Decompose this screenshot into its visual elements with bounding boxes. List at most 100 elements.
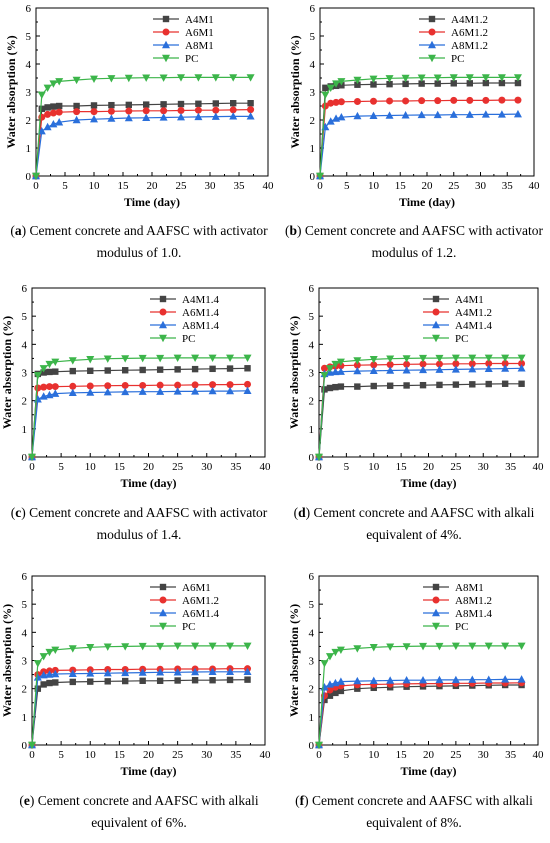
data-point xyxy=(244,365,251,372)
data-point xyxy=(177,113,185,121)
x-tick-label: 20 xyxy=(423,461,435,473)
data-point xyxy=(28,453,36,462)
data-point xyxy=(353,98,361,106)
x-tick-label: 20 xyxy=(422,180,434,192)
series-A4M1.4: A4M1.4 xyxy=(315,320,526,461)
legend-marker xyxy=(159,320,167,329)
legend-marker xyxy=(432,334,440,343)
data-point xyxy=(68,645,77,653)
y-tick-label: 3 xyxy=(309,656,315,668)
series-line xyxy=(318,367,522,458)
data-point xyxy=(194,112,203,121)
data-point xyxy=(230,100,237,107)
data-point xyxy=(124,74,133,83)
x-tick-label: 35 xyxy=(230,749,242,761)
legend-label: A4M1.2 xyxy=(455,307,492,319)
series-line xyxy=(31,367,248,458)
x-tick-label: 30 xyxy=(475,180,487,192)
data-point xyxy=(122,677,129,685)
data-point xyxy=(40,369,47,376)
data-point xyxy=(332,383,339,391)
data-point xyxy=(244,676,251,683)
y-tick-label: 6 xyxy=(309,571,315,583)
data-point xyxy=(452,381,460,388)
data-point xyxy=(32,172,40,181)
y-tick-label: 0 xyxy=(309,740,315,752)
data-point xyxy=(44,104,51,111)
data-point xyxy=(121,381,129,389)
data-point xyxy=(33,660,42,668)
y-tick-label: 1 xyxy=(22,424,28,436)
data-point xyxy=(320,660,329,668)
data-point xyxy=(156,677,164,684)
data-point xyxy=(195,100,202,107)
data-point xyxy=(33,372,42,380)
series-PC: PC xyxy=(316,53,522,181)
data-point xyxy=(435,675,444,684)
legend-label: A6M1.2 xyxy=(451,27,488,39)
y-tick-label: 1 xyxy=(310,143,316,155)
series-line xyxy=(35,76,251,177)
series-line xyxy=(31,679,248,746)
data-point xyxy=(517,675,526,683)
x-tick-label: 20 xyxy=(147,180,159,192)
legend-label: A8M1.2 xyxy=(455,595,492,607)
data-point xyxy=(90,114,98,123)
data-point xyxy=(73,102,80,110)
data-point xyxy=(337,113,346,121)
data-point xyxy=(243,642,252,651)
data-point xyxy=(226,642,235,651)
data-point xyxy=(465,110,474,118)
series-line xyxy=(318,678,522,746)
series-A8M1.4: A8M1.4 xyxy=(28,320,252,461)
data-point xyxy=(40,681,47,688)
data-point xyxy=(369,356,378,364)
data-point xyxy=(485,380,492,388)
series-A8M1: A8M1 xyxy=(315,582,525,749)
data-point xyxy=(466,80,473,87)
data-point xyxy=(419,381,427,389)
data-point xyxy=(336,367,345,375)
x-tick-label: 10 xyxy=(85,749,97,761)
data-point xyxy=(37,127,46,135)
series-line xyxy=(31,390,248,458)
data-point xyxy=(336,677,345,685)
legend-label: PC xyxy=(182,621,195,633)
x-tick-label: 5 xyxy=(344,180,350,192)
data-point xyxy=(55,78,64,86)
data-point xyxy=(484,354,493,363)
caption-c: (c) Cement concrete and AAFSC with activ… xyxy=(10,505,268,542)
data-point xyxy=(518,380,525,387)
data-point xyxy=(353,111,362,120)
data-point xyxy=(402,97,410,105)
x-axis-label: Time (day) xyxy=(400,764,456,778)
data-point xyxy=(191,677,199,684)
series-line xyxy=(319,99,518,177)
data-point xyxy=(514,96,522,104)
legend-label: A6M1.4 xyxy=(182,307,219,319)
data-point xyxy=(69,382,77,390)
x-tick-label: 20 xyxy=(143,749,155,761)
data-point xyxy=(177,106,185,114)
data-point xyxy=(51,389,60,397)
data-point xyxy=(369,75,378,84)
data-point xyxy=(28,741,36,750)
data-point xyxy=(517,364,526,372)
data-point xyxy=(417,110,426,119)
series-A6M1.4: A6M1.4 xyxy=(28,307,252,461)
data-point xyxy=(243,386,252,395)
data-point xyxy=(55,108,63,116)
data-point xyxy=(51,646,60,654)
data-point xyxy=(435,360,443,368)
data-point xyxy=(244,380,252,388)
series-line xyxy=(31,645,248,746)
y-tick-label: 6 xyxy=(310,3,316,15)
data-point xyxy=(40,383,48,391)
data-point xyxy=(122,367,129,374)
data-point xyxy=(138,668,147,676)
legend-marker xyxy=(159,608,167,617)
data-point xyxy=(353,645,362,653)
data-point xyxy=(498,79,506,87)
data-point xyxy=(37,91,46,99)
series-PC: PC xyxy=(28,333,252,462)
